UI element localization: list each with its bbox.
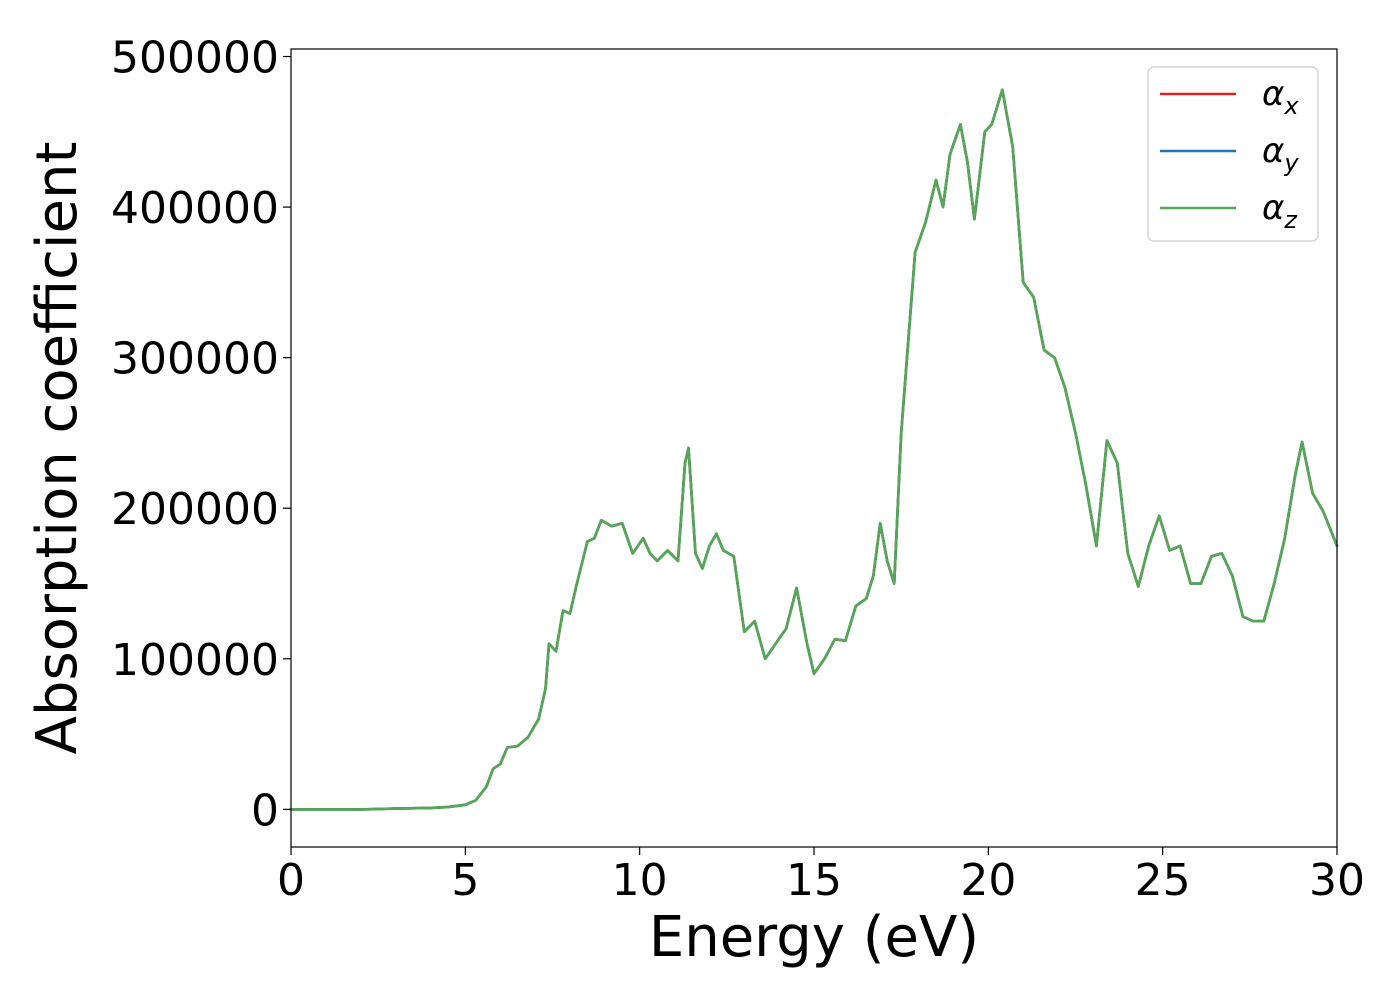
- x-axis-title: Energy (eV): [649, 905, 979, 970]
- legend-label: αx: [1262, 74, 1299, 120]
- series-line-3: [289, 88, 1339, 811]
- y-tick-label: 300000: [111, 334, 279, 385]
- y-axis-title: Absorption coefficient: [25, 142, 90, 755]
- y-tick-label: 0: [251, 785, 279, 836]
- x-tick-label: 30: [1309, 855, 1365, 906]
- x-axis-ticks: 0 5 10 15 20 25 30: [277, 847, 1365, 906]
- y-tick-label: 400000: [111, 183, 279, 234]
- legend-label: αz: [1262, 188, 1298, 234]
- x-tick-label: 20: [960, 855, 1016, 906]
- y-axis-ticks: 0 100000 200000 300000 400000 500000: [111, 33, 291, 836]
- y-tick-label: 500000: [111, 33, 279, 84]
- x-tick-label: 0: [277, 855, 305, 906]
- legend: αx αy αz: [1147, 66, 1319, 242]
- y-tick-label: 200000: [111, 484, 279, 535]
- x-tick-label: 15: [786, 855, 842, 906]
- y-tick-label: 100000: [111, 635, 279, 686]
- legend-frame: [1147, 66, 1319, 242]
- plot-lines: [289, 88, 1339, 811]
- x-tick-label: 5: [451, 855, 479, 906]
- legend-label: αy: [1262, 131, 1299, 177]
- x-tick-label: 25: [1135, 855, 1191, 906]
- x-tick-label: 10: [612, 855, 668, 906]
